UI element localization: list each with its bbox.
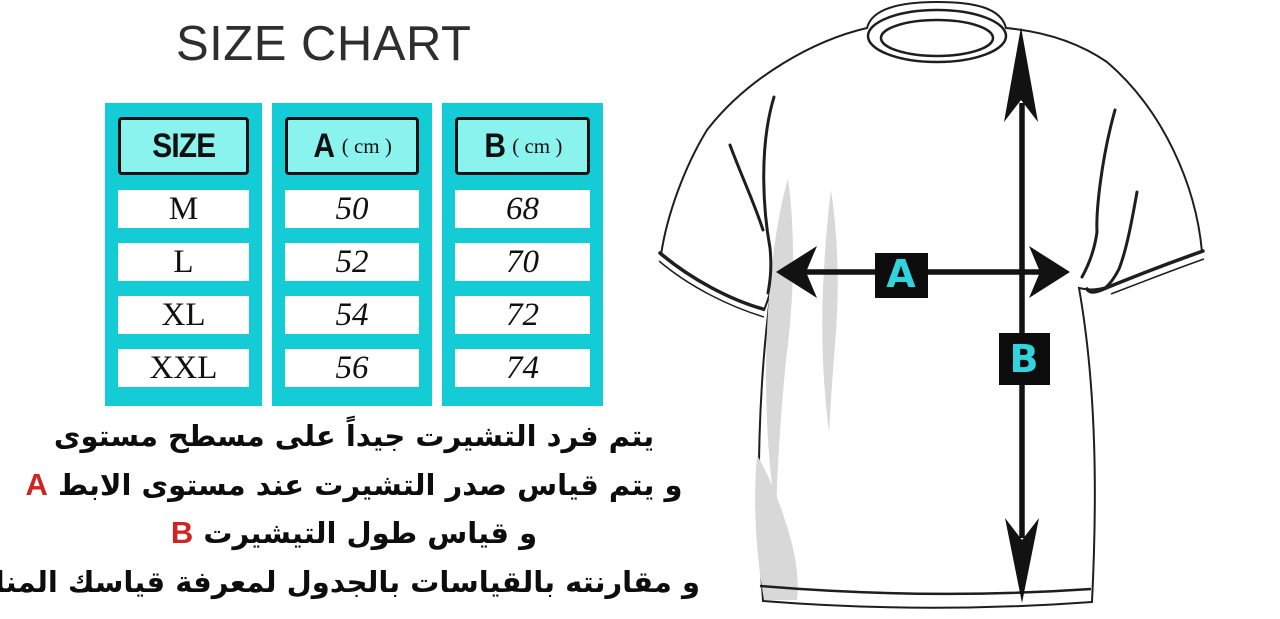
size-table: SIZE M L XL XXL A ( cm ) 50 52 54 56 B (… [105, 103, 603, 406]
width-label-a-letter: A [886, 252, 916, 296]
b-value-xxl: 74 [455, 349, 590, 387]
length-arrowhead-up [1004, 27, 1038, 122]
b-value-xl: 72 [455, 296, 590, 334]
size-table-column-b: B ( cm ) 68 70 72 74 [442, 103, 603, 406]
b-column-header-unit: ( cm ) [512, 133, 563, 158]
b-column-header: B ( cm ) [455, 117, 590, 175]
measuring-instructions: يتم فرد التشيرت جيداً على مسطح مستوى و ي… [0, 412, 700, 606]
left-armhole-seam [762, 95, 776, 295]
size-column-header-label: SIZE [151, 126, 216, 165]
fabric-shading-bottom [755, 455, 798, 600]
chest-arrowhead-left [776, 246, 817, 298]
instruction-line-3: و قياس طول التيشيرت B [8, 509, 700, 558]
page-title: SIZE CHART [176, 17, 472, 71]
a-value-xl: 54 [285, 296, 419, 334]
a-column-header-letter: A [313, 126, 336, 165]
length-arrowhead-down [1005, 518, 1039, 603]
right-cuff-band [1110, 258, 1205, 295]
size-cell-m: M [118, 190, 249, 228]
width-label-a: A [875, 252, 928, 298]
a-value-xxl: 56 [285, 349, 419, 387]
length-label-b: B [999, 333, 1050, 385]
tshirt-outline [659, 0, 1204, 609]
size-column-header: SIZE [118, 117, 249, 175]
fabric-shading-right [822, 190, 838, 433]
size-cell-xxl: XXL [118, 349, 249, 387]
hem-line [759, 584, 1092, 596]
instruction-line-2: و يتم قياس صدر التشيرت عند مستوى الابط A [8, 461, 700, 510]
b-column-header-letter: B [484, 126, 506, 165]
right-armhole-seam [1080, 108, 1117, 279]
instruction-line-1: يتم فرد التشيرت جيداً على مسطح مستوى [53, 419, 655, 453]
a-column-header-unit: ( cm ) [341, 133, 392, 158]
instruction-line-3-text: و قياس طول التيشيرت [203, 516, 538, 550]
size-table-column-a: A ( cm ) 50 52 54 56 [272, 103, 432, 406]
length-arrow [1004, 27, 1039, 603]
b-value-l: 70 [455, 243, 590, 281]
size-cell-l: L [118, 243, 249, 281]
size-table-column-size: SIZE M L XL XXL [105, 103, 262, 406]
instruction-line-2-mark-a: A [25, 466, 48, 502]
left-cuff-band [658, 260, 765, 318]
left-cuff-line [658, 251, 765, 311]
instruction-line-4: و مقارنته بالقياسات بالجدول لمعرفة قياسك… [0, 564, 700, 599]
a-value-l: 52 [285, 243, 419, 281]
instruction-line-3-mark-b: B [170, 515, 194, 550]
collar-inner-rim [879, 18, 995, 58]
tshirt-measurement-diagram: A B [658, 0, 1205, 609]
right-cuff-line [1085, 249, 1205, 294]
a-column-header: A ( cm ) [285, 117, 419, 175]
chest-arrowhead-right [1029, 246, 1070, 298]
size-cell-xl: XL [118, 296, 249, 334]
instruction-line-2-text: و يتم قياس صدر التشيرت عند مستوى الابط [57, 467, 683, 502]
b-value-m: 68 [455, 190, 590, 228]
a-value-m: 50 [285, 190, 419, 228]
right-sleeve-wrinkle [1102, 190, 1139, 291]
left-sleeve-wrinkle [728, 143, 765, 232]
length-label-b-letter: B [1010, 337, 1039, 381]
fabric-shading-left [766, 178, 794, 515]
